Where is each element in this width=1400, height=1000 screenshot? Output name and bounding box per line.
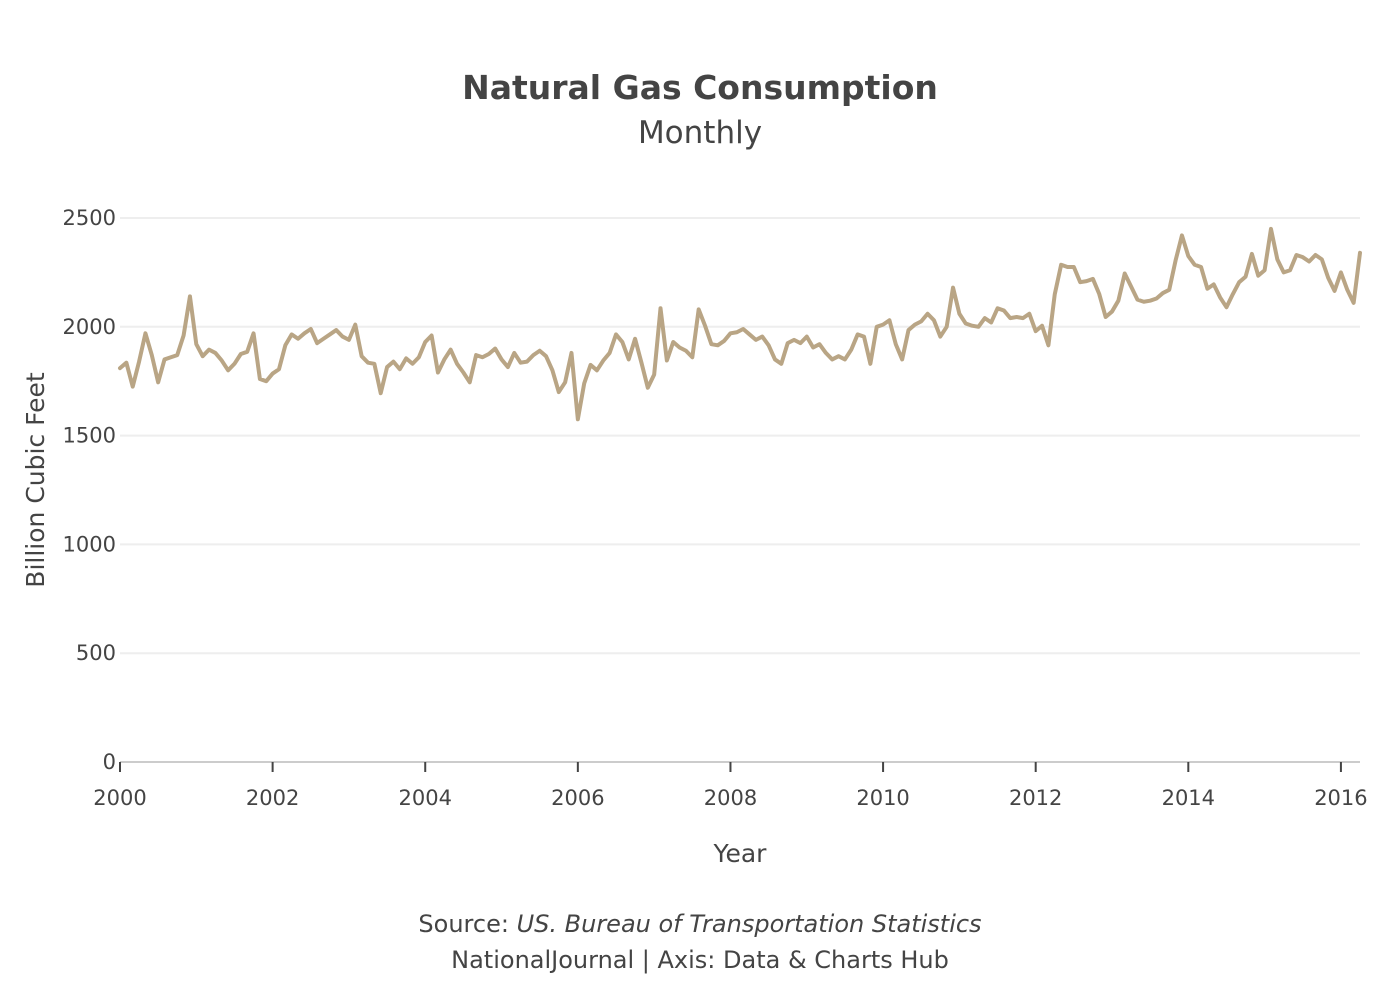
x-axis <box>119 761 1360 772</box>
y-tick-label: 1500 <box>63 424 116 448</box>
y-tick-label: 2000 <box>63 315 116 339</box>
source-line: Source: US. Bureau of Transportation Sta… <box>0 906 1400 942</box>
series-layer <box>118 226 1362 422</box>
gridlines <box>120 217 1360 655</box>
y-axis: 0 500 1000 1500 2000 2500 <box>63 206 116 774</box>
y-tick-label: 1000 <box>63 532 116 556</box>
credit-line: NationalJournal | Axis: Data & Charts Hu… <box>451 946 949 974</box>
chart-footer: Source: US. Bureau of Transportation Sta… <box>0 906 1400 978</box>
x-tick-label: 2014 <box>1162 786 1215 810</box>
x-tick-label: 2016 <box>1314 786 1367 810</box>
x-tick-label: 2008 <box>704 786 757 810</box>
x-tick-label: 2010 <box>856 786 909 810</box>
source-name: US. Bureau of Transportation Statistics <box>516 910 982 938</box>
x-tick-labels: 2000 2002 2004 2006 2008 2010 2012 2014 2016 <box>93 786 1367 810</box>
y-axis-title: Billion Cubic Feet <box>21 372 50 588</box>
series-line <box>118 226 1362 422</box>
chart-subtitle: Monthly <box>638 115 762 151</box>
x-axis-title: Year <box>713 839 768 868</box>
x-tick-label: 2000 <box>93 786 146 810</box>
y-tick-label: 2500 <box>63 206 116 230</box>
y-tick-label: 0 <box>103 750 116 774</box>
y-tick-label: 500 <box>76 641 116 665</box>
source-prefix: Source: <box>418 910 517 938</box>
chart-title: Natural Gas Consumption <box>462 68 938 107</box>
x-tick-label: 2012 <box>1009 786 1062 810</box>
x-tick-label: 2002 <box>246 786 299 810</box>
x-tick-label: 2006 <box>551 786 604 810</box>
x-tick-label: 2004 <box>399 786 452 810</box>
